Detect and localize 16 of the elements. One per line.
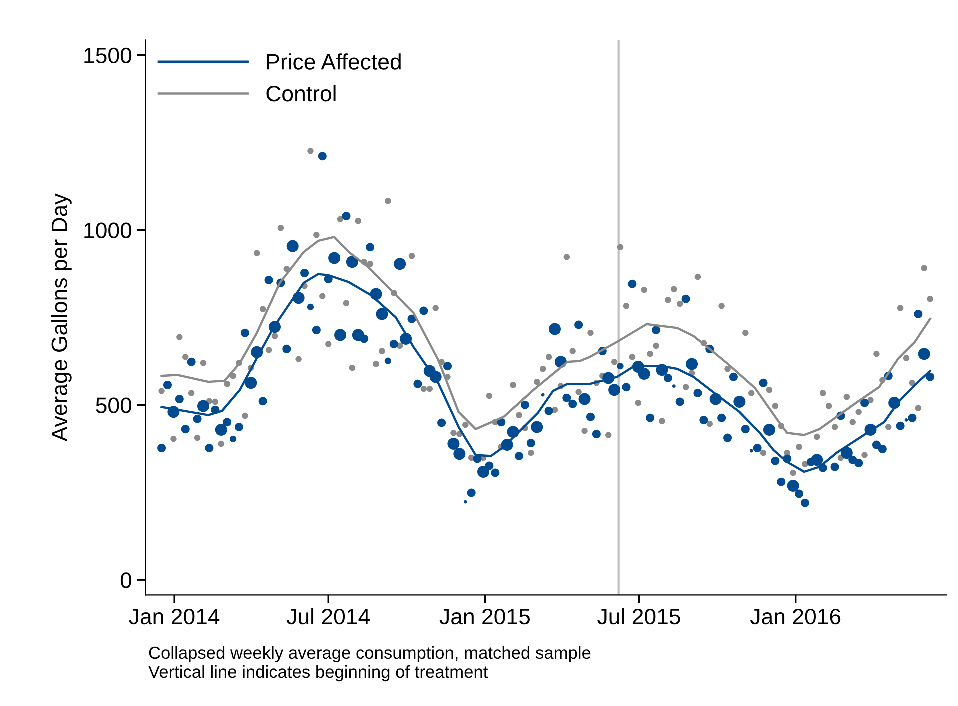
x-tick-label: Jan 2015 [440,608,530,625]
y-tick-label: 1000 [84,222,132,238]
y-tick-label: 500 [96,398,132,414]
legend-label: Price Affected [267,54,401,70]
x-tick-label: Jul 2014 [286,608,370,625]
line-series [160,273,932,474]
x-tick-label: Jan 2016 [750,608,841,625]
x-tick-label: Jan 2014 [129,608,220,625]
y-tick-label: 1500 [84,48,132,64]
x-tick-label: Jul 2015 [598,608,680,625]
y-axis-title: Average Gallons per Day [51,194,72,442]
text: Vertical line indicates beginning of treatment [148,665,488,682]
legend-label: Control [266,85,336,102]
line-series [160,236,932,436]
text: Collapsed weekly average consumption, matched sample [149,646,591,663]
y-tick-label: 0 [120,572,132,588]
